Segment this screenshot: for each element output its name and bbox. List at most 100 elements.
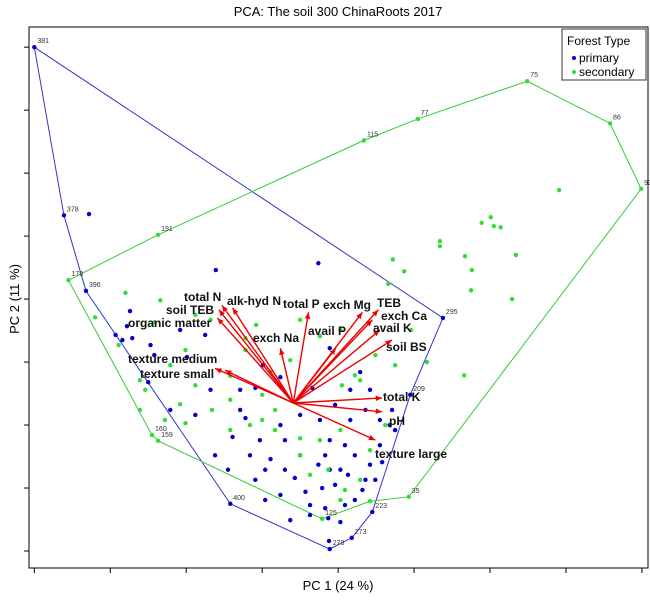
point-primary [278,422,283,428]
point-primary [184,354,190,360]
point-primary [263,497,268,503]
point-secondary [297,453,303,458]
loading-label: exch Na [253,331,299,345]
point-primary [113,332,118,338]
hull-vertex-label: 295 [446,309,458,316]
point-primary [127,308,133,314]
legend-box [561,28,647,81]
point-secondary [342,487,348,493]
hull-vertex-label: 125 [325,510,337,517]
loading-arrow [292,347,337,404]
point-primary [292,475,298,481]
point-primary [278,374,283,380]
arrowhead-icon [365,319,373,327]
point-primary [326,516,331,521]
hull-vertex-label: 178 [71,271,83,278]
point-secondary [307,472,313,477]
point-primary [338,519,343,525]
arrowhead-icon [215,368,223,374]
point-primary [363,477,368,483]
hull-vertex-label: 115 [367,131,378,138]
legend-marker-secondary [572,70,576,74]
hull-point-primary [61,213,67,218]
point-primary [332,482,338,488]
arrowhead-icon [217,317,224,325]
point-secondary [488,215,493,220]
legend-marker-primary [572,56,576,60]
point-secondary [383,422,388,428]
point-secondary [498,225,503,230]
point-primary [389,407,395,413]
point-secondary [339,383,345,388]
hull-point-secondary [525,78,530,84]
point-primary [303,489,308,494]
point-primary [237,407,243,413]
hull-primary [33,46,444,550]
hull-point-primary [440,315,446,321]
loading-arrow [293,402,383,413]
hull-vertex-label: 159 [161,432,173,439]
point-secondary [352,373,358,378]
hull-point-secondary [415,116,421,122]
loading-arrow [221,304,294,404]
point-primary [316,260,321,266]
hull-point-secondary [66,277,71,283]
hull-vertex-label: 209 [413,386,425,393]
loading-label: texture small [140,367,214,381]
point-primary [278,492,283,498]
point-primary [257,437,263,443]
loading-arrow [293,397,383,404]
hull-point-secondary [361,138,367,143]
arrowhead-icon [329,348,336,355]
point-secondary [338,427,343,433]
loading-arrow [293,402,376,441]
point-secondary [461,373,467,378]
point-primary [307,502,313,508]
point-secondary [469,267,474,273]
point-primary [225,467,231,472]
loading-arrow [231,307,294,404]
legend-label-primary: primary [579,51,619,65]
point-primary [282,437,288,443]
hull-point-secondary [607,121,613,126]
point-secondary [401,269,407,274]
point-primary [268,456,273,462]
point-primary [392,427,398,433]
point-primary [360,487,365,493]
point-secondary [162,417,168,423]
point-primary [146,380,151,385]
point-primary [253,477,258,483]
loading-arrow [292,312,310,404]
point-secondary [357,477,363,483]
point-secondary [288,357,293,363]
point-primary [373,477,378,483]
point-secondary [247,422,253,428]
point-primary [263,467,268,472]
point-primary [203,332,208,338]
point-primary [120,337,125,343]
point-secondary [390,257,396,262]
hull-vertex-label: 396 [89,282,101,289]
hull-point-primary [32,44,37,50]
hull-point-secondary [638,186,644,192]
hull-point-secondary [367,499,373,504]
point-secondary [373,352,378,358]
point-secondary [143,387,148,392]
point-secondary [116,342,121,348]
loading-label: exch Mg [323,298,371,312]
point-secondary [272,407,278,413]
point-primary [327,345,332,351]
point-secondary [92,315,98,320]
legend: Forest Type primary secondary [561,28,647,81]
loading-label: texture large [375,447,447,461]
point-secondary [509,296,515,302]
hull-point-secondary [149,432,155,438]
loading-label: avail K [373,321,412,335]
point-secondary [152,320,157,325]
point-primary [288,517,293,523]
y-axis-label: PC 2 (11 %) [7,264,22,334]
point-primary [130,335,135,341]
point-primary [212,453,218,458]
hull-vertex-label: 75 [530,72,538,79]
point-secondary [183,420,188,426]
